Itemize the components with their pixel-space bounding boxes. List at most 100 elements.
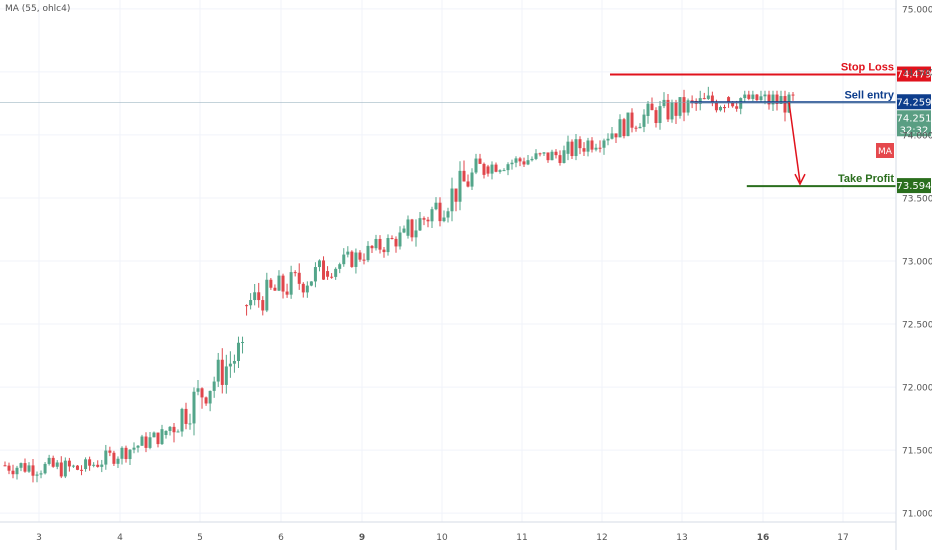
candle-body	[594, 147, 598, 150]
candle-body	[216, 359, 220, 382]
candle-body	[136, 445, 140, 448]
candle-body	[614, 133, 618, 138]
candle-body	[334, 268, 338, 277]
candle-body	[502, 170, 506, 172]
candle-body	[59, 462, 63, 477]
candle-body	[474, 158, 478, 173]
candle-body	[51, 457, 55, 467]
candle-body	[686, 100, 690, 113]
candle-body	[723, 107, 727, 109]
candle-body	[586, 140, 590, 152]
level-price-tag	[897, 94, 931, 110]
candle-body	[168, 426, 172, 431]
candle-body	[63, 460, 67, 477]
level-label: Stop Loss	[841, 62, 894, 74]
candle-body	[313, 267, 317, 282]
candle-body	[208, 390, 212, 404]
candle-body	[410, 219, 414, 238]
candle-body	[538, 153, 542, 155]
candle-body	[245, 305, 249, 307]
candle-body	[289, 272, 293, 295]
candle-body	[196, 388, 200, 392]
candle-body	[67, 460, 71, 467]
candle-body	[706, 95, 710, 99]
y-tick-label: 72.500	[902, 321, 932, 331]
candle-body	[370, 245, 374, 249]
candle-body	[338, 264, 342, 269]
candle-body	[398, 232, 402, 247]
candle-body	[682, 97, 686, 113]
y-tick-label: 74.000	[902, 131, 932, 141]
candle-body	[434, 202, 438, 210]
candle-body	[374, 238, 378, 249]
candle-body	[224, 366, 228, 385]
level-price-tag	[897, 178, 931, 194]
candle-body	[228, 363, 232, 367]
candle-body	[47, 457, 51, 464]
candle-body	[27, 465, 31, 472]
candle-body	[402, 228, 406, 233]
candle-body	[454, 188, 458, 202]
x-tick-label: 11	[516, 533, 527, 543]
candle-body	[164, 430, 168, 435]
candle-body	[550, 151, 554, 161]
indicator-legend-label[interactable]: MA (55, ohlc4)	[5, 4, 71, 14]
candle-body	[546, 152, 550, 161]
candle-body	[690, 100, 694, 102]
candle-body	[646, 103, 650, 116]
candle-body	[702, 98, 706, 100]
y-tick-label: 71.500	[902, 447, 932, 457]
projection-arrow-head	[794, 173, 806, 186]
candle-body	[273, 287, 277, 291]
candle-body	[152, 432, 156, 438]
candle-body	[654, 110, 658, 124]
candle-body	[265, 279, 269, 311]
grid-lines	[0, 0, 896, 522]
candle-body	[562, 150, 566, 163]
candle-body	[277, 275, 281, 291]
x-tick-label: 12	[596, 533, 607, 543]
candle-body	[55, 462, 59, 467]
candle-body	[305, 285, 309, 293]
candle-body	[39, 473, 43, 475]
candle-body	[204, 397, 208, 404]
candle-body	[554, 151, 558, 156]
candle-body	[124, 447, 128, 460]
candle-body	[184, 408, 188, 424]
candle-body	[610, 133, 614, 139]
candle-body	[236, 342, 240, 361]
candle-body	[301, 283, 305, 293]
candle-body	[767, 94, 771, 105]
candle-body	[172, 426, 176, 433]
candle-body	[108, 450, 112, 453]
candle-body	[718, 107, 722, 111]
candle-body	[200, 388, 204, 398]
candle-body	[771, 94, 775, 105]
time-axis[interactable]: 3 4 5 6 9 10 11 12 13 16 17	[0, 521, 896, 543]
ma-tag-text: MA	[878, 147, 893, 157]
candle-body	[212, 381, 216, 391]
x-tick-label: 5	[197, 533, 203, 543]
candle-body	[478, 158, 482, 164]
candle-body	[578, 139, 582, 149]
candle-body	[120, 447, 124, 459]
candle-body	[297, 272, 301, 284]
candle-body	[386, 238, 390, 253]
candle-body	[269, 279, 273, 288]
candle-body	[96, 464, 100, 467]
candle-body	[382, 249, 386, 253]
x-tick-label: 6	[278, 533, 284, 543]
price-axis[interactable]: 75.000 74.500 74.000 73.500 73.000 72.500 72.0…	[895, 0, 932, 550]
candle-body	[406, 219, 410, 236]
candle-body	[232, 360, 236, 364]
projection-arrow-line	[788, 102, 801, 183]
candle-body	[494, 164, 498, 172]
x-tick-label: 10	[436, 533, 448, 543]
candles-group	[3, 86, 795, 483]
candle-body	[281, 275, 285, 292]
candle-body	[422, 218, 426, 220]
candle-body	[140, 436, 144, 446]
